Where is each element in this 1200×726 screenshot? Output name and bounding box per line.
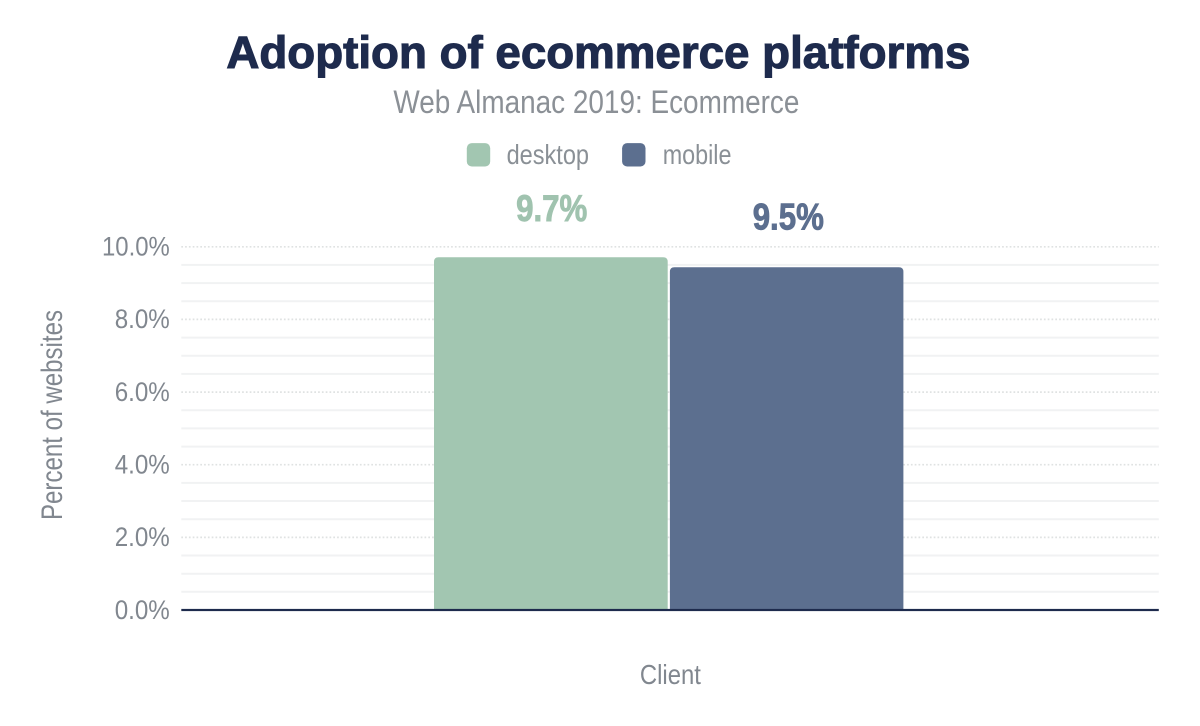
svg-text:0.0%: 0.0%: [115, 595, 170, 625]
svg-text:mobile: mobile: [663, 139, 732, 170]
svg-text:2.0%: 2.0%: [115, 522, 170, 552]
svg-text:desktop: desktop: [507, 139, 589, 170]
svg-text:Adoption of ecommerce platform: Adoption of ecommerce platforms: [226, 27, 970, 78]
svg-text:4.0%: 4.0%: [115, 450, 170, 480]
svg-text:8.0%: 8.0%: [115, 304, 170, 334]
svg-text:Percent of websites: Percent of websites: [36, 310, 69, 520]
svg-text:Client: Client: [640, 659, 701, 690]
svg-text:9.5%: 9.5%: [753, 197, 824, 238]
svg-text:9.7%: 9.7%: [516, 188, 587, 229]
svg-text:Web Almanac 2019: Ecommerce: Web Almanac 2019: Ecommerce: [393, 84, 799, 120]
svg-text:10.0%: 10.0%: [102, 232, 170, 262]
svg-text:6.0%: 6.0%: [115, 377, 170, 407]
